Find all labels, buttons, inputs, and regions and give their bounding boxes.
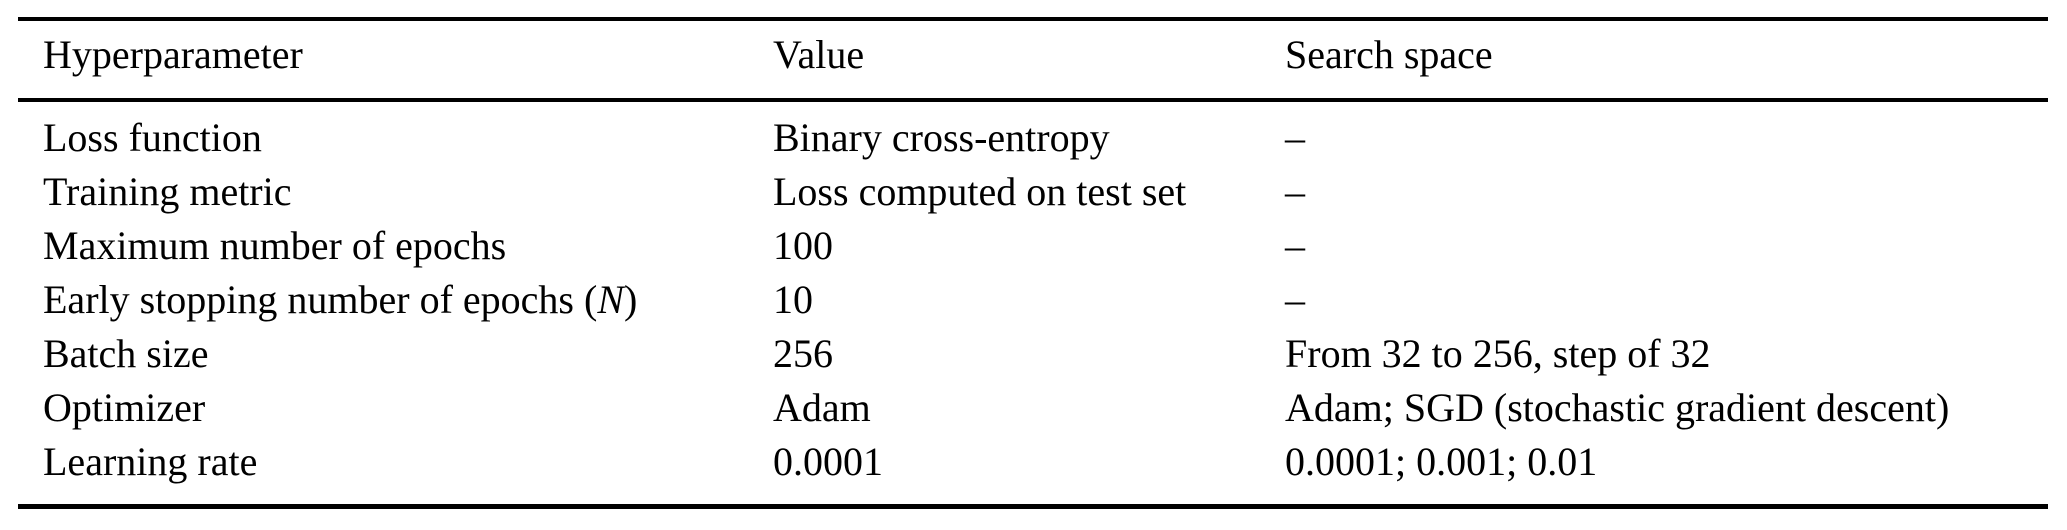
table-header-row: Hyperparameter Value Search space — [18, 28, 2048, 82]
cell-value: Adam — [773, 385, 871, 430]
cell-value: 0.0001 — [773, 439, 883, 484]
column-header-search-space: Search space — [1285, 32, 1493, 77]
cell-search-space: From 32 to 256, step of 32 — [1285, 331, 1711, 376]
cell-hyperparameter: Early stopping number of epochs (N) — [43, 273, 773, 327]
cell-search-space: – — [1285, 223, 1305, 268]
table-row: Optimizer Adam Adam; SGD (stochastic gra… — [18, 381, 2048, 435]
cell-hyperparameter: Batch size — [43, 331, 209, 376]
column-header-hyperparameter: Hyperparameter — [43, 32, 303, 77]
cell-hyperparameter: Optimizer — [43, 385, 206, 430]
math-variable-n: N — [597, 277, 625, 322]
table-row: Maximum number of epochs 100 – — [18, 219, 2048, 273]
cell-search-space: – — [1285, 277, 1305, 322]
cell-search-space: 0.0001; 0.001; 0.01 — [1285, 439, 1598, 484]
label-text: ) — [624, 277, 638, 322]
cell-hyperparameter: Maximum number of epochs — [43, 223, 507, 268]
table-row: Learning rate 0.0001 0.0001; 0.001; 0.01 — [18, 435, 2048, 489]
cell-value: 100 — [773, 223, 833, 268]
cell-hyperparameter: Training metric — [43, 169, 292, 214]
table-row: Early stopping number of epochs (N) 10 – — [18, 273, 2048, 327]
table-row: Batch size 256 From 32 to 256, step of 3… — [18, 327, 2048, 381]
cell-value: Loss computed on test set — [773, 169, 1187, 214]
cell-search-space: – — [1285, 115, 1305, 160]
cell-value: 10 — [773, 277, 813, 322]
cell-search-space: Adam; SGD (stochastic gradient descent) — [1285, 385, 1950, 430]
cell-hyperparameter: Loss function — [43, 115, 262, 160]
table-row: Loss function Binary cross-entropy – — [18, 111, 2048, 165]
table-header: Hyperparameter Value Search space — [18, 21, 2048, 102]
table-body: Loss function Binary cross-entropy – Tra… — [18, 102, 2048, 504]
cell-value: Binary cross-entropy — [773, 115, 1110, 160]
cell-hyperparameter: Learning rate — [43, 439, 258, 484]
cell-search-space: – — [1285, 169, 1305, 214]
label-text: Early stopping number of epochs ( — [43, 277, 598, 322]
table-row: Training metric Loss computed on test se… — [18, 165, 2048, 219]
column-header-value: Value — [773, 32, 865, 77]
hyperparameters-table: Hyperparameter Value Search space Loss f… — [18, 17, 2048, 509]
cell-value: 256 — [773, 331, 833, 376]
